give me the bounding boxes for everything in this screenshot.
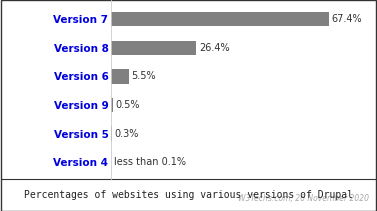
Text: 5.5%: 5.5% xyxy=(132,72,156,81)
Bar xyxy=(111,69,129,84)
Text: Percentages of websites using various versions of Drupal: Percentages of websites using various ve… xyxy=(24,190,353,200)
Bar xyxy=(111,12,329,26)
Bar xyxy=(111,98,113,112)
Bar xyxy=(111,41,196,55)
Text: 26.4%: 26.4% xyxy=(199,43,230,53)
Text: less than 0.1%: less than 0.1% xyxy=(114,157,186,167)
Bar xyxy=(111,126,112,141)
Text: 67.4%: 67.4% xyxy=(331,14,362,24)
Text: 0.3%: 0.3% xyxy=(115,129,139,139)
Text: W3Techs.com, 26 November 2020: W3Techs.com, 26 November 2020 xyxy=(239,193,369,203)
Text: 0.5%: 0.5% xyxy=(115,100,140,110)
